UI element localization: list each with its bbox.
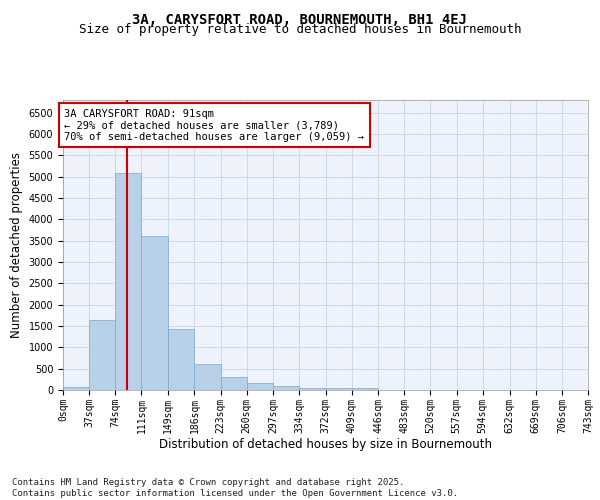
Bar <box>247 384 273 390</box>
Y-axis label: Number of detached properties: Number of detached properties <box>10 152 23 338</box>
Bar <box>63 387 89 390</box>
Bar <box>273 386 299 390</box>
Bar <box>89 320 115 390</box>
Bar <box>221 377 247 390</box>
X-axis label: Distribution of detached houses by size in Bournemouth: Distribution of detached houses by size … <box>159 438 492 452</box>
Bar <box>115 172 142 390</box>
Text: 3A CARYSFORT ROAD: 91sqm
← 29% of detached houses are smaller (3,789)
70% of sem: 3A CARYSFORT ROAD: 91sqm ← 29% of detach… <box>64 108 364 142</box>
Bar <box>142 236 168 390</box>
Text: Contains HM Land Registry data © Crown copyright and database right 2025.
Contai: Contains HM Land Registry data © Crown c… <box>12 478 458 498</box>
Bar <box>194 364 221 390</box>
Text: Size of property relative to detached houses in Bournemouth: Size of property relative to detached ho… <box>79 22 521 36</box>
Bar <box>168 330 194 390</box>
Bar <box>352 388 378 390</box>
Bar <box>326 388 352 390</box>
Text: 3A, CARYSFORT ROAD, BOURNEMOUTH, BH1 4EJ: 3A, CARYSFORT ROAD, BOURNEMOUTH, BH1 4EJ <box>133 12 467 26</box>
Bar <box>299 388 326 390</box>
